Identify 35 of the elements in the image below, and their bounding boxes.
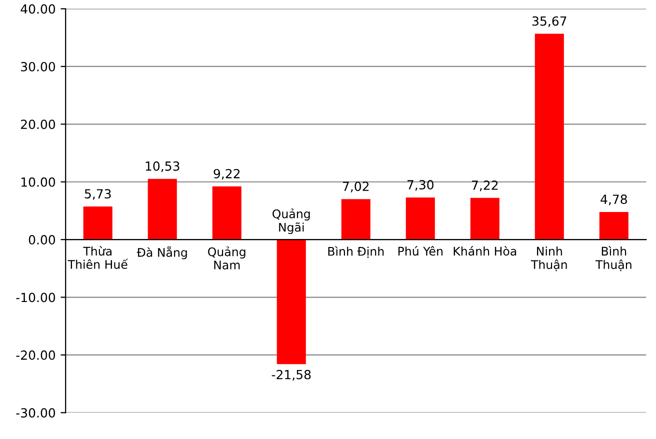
y-tick-label: 20.00 — [21, 120, 56, 130]
data-label: 7,22 — [472, 180, 498, 192]
data-label: 4,78 — [600, 194, 627, 206]
data-label: 9,22 — [214, 168, 240, 180]
x-tick-label: Bình Định — [328, 246, 384, 258]
data-label: 10,53 — [146, 161, 180, 172]
data-label: 5,73 — [84, 189, 111, 200]
y-tick-label: -10.00 — [16, 292, 56, 302]
bar — [470, 198, 500, 240]
x-tick-label: Khánh Hòa — [454, 246, 516, 256]
bar — [406, 197, 435, 240]
data-label: -21,58 — [272, 370, 311, 381]
data-label: 35,67 — [532, 16, 566, 28]
x-tick-label: Quảng Ngãi — [272, 208, 310, 234]
y-tick-label: 10.00 — [21, 177, 56, 187]
x-tick-label: Đà Nẵng — [136, 246, 187, 260]
bar — [83, 206, 112, 240]
x-tick-label: Ninh Thuận — [530, 246, 567, 272]
bar — [534, 34, 564, 240]
x-tick-label: Quảng Nam — [208, 246, 246, 270]
bar — [341, 199, 370, 240]
y-tick-label: -20.00 — [16, 350, 56, 360]
bar — [148, 178, 177, 240]
x-tick-label: Bình Thuận — [595, 246, 632, 272]
y-tick-label: 0.00 — [28, 235, 56, 244]
x-tick-label: Phú Yên — [398, 246, 442, 256]
data-label: 7,30 — [407, 180, 434, 191]
x-tick-label: Thừa Thiên Huế — [68, 246, 128, 269]
bar — [276, 240, 306, 364]
y-tick-label: 30.00 — [21, 62, 56, 72]
y-tick-label: -30.00 — [16, 408, 56, 418]
data-label: 7,02 — [342, 182, 369, 192]
bar — [212, 186, 242, 240]
y-tick-label: 40.00 — [20, 4, 56, 14]
bar — [599, 212, 628, 240]
